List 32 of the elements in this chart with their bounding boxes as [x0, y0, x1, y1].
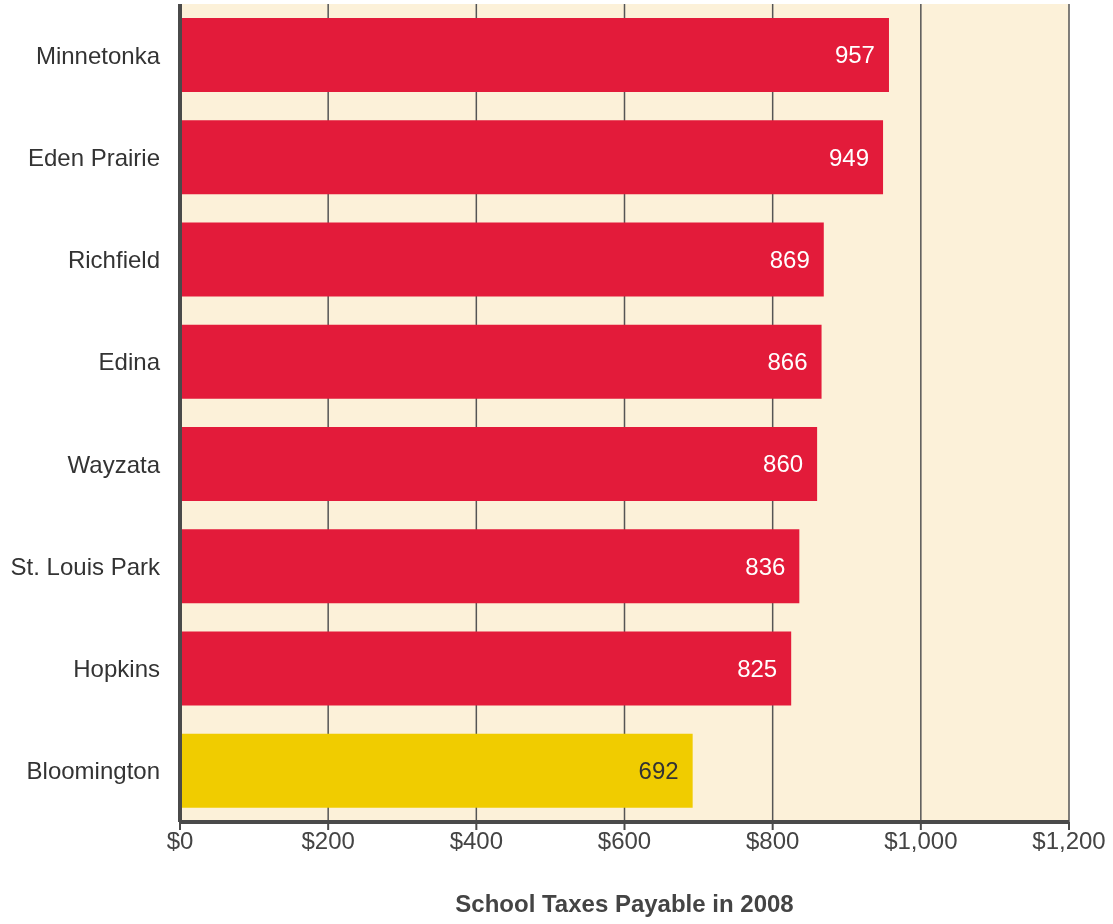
x-tick-label: $600	[597, 827, 652, 855]
data-label: 860	[763, 450, 804, 478]
data-label: 949	[829, 143, 870, 171]
bar	[180, 18, 889, 92]
bar	[180, 120, 884, 195]
bar	[180, 324, 822, 399]
x-tick-label: $0	[166, 827, 194, 855]
y-tick-label: Edina	[98, 348, 161, 376]
bar	[180, 631, 792, 706]
x-tick-label: $800	[745, 827, 800, 855]
y-tick-label: Hopkins	[73, 655, 160, 683]
bar	[180, 427, 818, 501]
data-label: 836	[745, 552, 786, 580]
x-axis-title: School Taxes Payable in 2008	[455, 890, 794, 917]
y-tick-label: Minnetonka	[35, 41, 161, 69]
bar	[180, 529, 800, 604]
data-label: 957	[834, 41, 875, 69]
x-tick-label: $1,000	[884, 827, 958, 855]
bar	[180, 222, 824, 297]
data-label: 692	[638, 757, 679, 785]
data-label: 825	[737, 654, 778, 682]
data-label: 869	[769, 245, 810, 273]
data-label: 866	[767, 348, 808, 376]
y-tick-label: Wayzata	[67, 450, 161, 478]
y-tick-label: Richfield	[67, 246, 160, 274]
y-tick-label: St. Louis Park	[10, 552, 161, 580]
y-tick-label: Bloomington	[26, 757, 160, 785]
x-tick-label: $1,200	[1032, 827, 1106, 855]
y-tick-label: Eden Prairie	[27, 143, 160, 171]
x-tick-label: $400	[449, 827, 504, 855]
x-tick-label: $200	[301, 827, 355, 855]
bar	[180, 733, 693, 808]
